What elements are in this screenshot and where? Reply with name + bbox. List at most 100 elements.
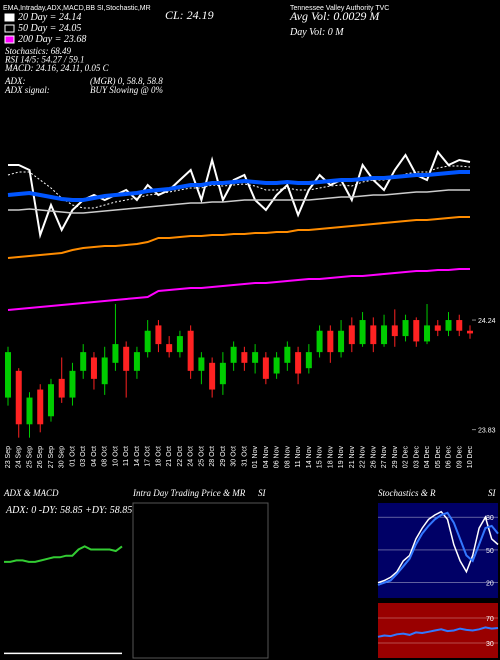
series-line	[4, 545, 123, 563]
x-tick-label: 22 Nov	[360, 446, 367, 469]
x-tick-label: 10 Oct	[112, 446, 119, 467]
y-tick-label: 80	[486, 515, 494, 522]
x-tick-label: 01 Oct	[69, 446, 76, 467]
candle-body	[101, 357, 108, 385]
x-tick-label: 11 Oct	[123, 446, 130, 466]
x-tick-label: 31 Oct	[241, 446, 248, 467]
series-line	[377, 626, 499, 638]
candle-body	[359, 320, 366, 345]
candle-body	[166, 344, 173, 353]
x-tick-label: 30 Oct	[231, 446, 238, 467]
stat: Stochastics: 68.49	[5, 46, 71, 56]
candle-body	[348, 325, 355, 345]
x-tick-label: 27 Nov	[381, 446, 388, 469]
candle-body	[187, 330, 194, 371]
candle-body	[176, 336, 183, 353]
x-tick-label: 15 Nov	[317, 446, 324, 469]
candle-body	[90, 357, 97, 379]
candle-body	[37, 389, 44, 425]
adx-text: ADX signal:	[4, 85, 50, 95]
adx-text: BUY Slowing @ 0%	[90, 85, 163, 95]
x-tick-label: 22 Oct	[177, 446, 184, 467]
day-volume: Day Vol: 0 M	[289, 27, 344, 38]
panel-annotation: ADX: 0 -DY: 58.85 +DY: 58.85	[5, 505, 132, 516]
legend-text: 50 Day = 24.05	[18, 23, 81, 34]
series-line	[7, 165, 471, 209]
candle-body	[47, 384, 54, 417]
candle-body	[133, 352, 140, 371]
candle-body	[15, 370, 22, 425]
x-tick-label: 18 Oct	[155, 446, 162, 467]
x-tick-label: 28 Oct	[209, 446, 216, 467]
stat: RSI 14/5: 54.27 / 59.1	[4, 55, 85, 65]
candle-body	[327, 330, 334, 353]
candle-body	[26, 397, 33, 425]
x-tick-label: 26 Nov	[370, 446, 377, 469]
panel-bg	[378, 503, 498, 598]
candle-body	[123, 346, 130, 371]
candle-body	[434, 325, 441, 331]
candle-body	[273, 357, 280, 374]
candle-body	[198, 357, 205, 371]
adx-text: ADX:	[4, 76, 26, 86]
candle-body	[424, 325, 431, 342]
x-tick-label: 18 Nov	[327, 446, 334, 469]
candle-body	[316, 330, 323, 353]
candle-body	[370, 325, 377, 345]
x-tick-label: 06 Nov	[274, 446, 281, 469]
candle-body	[445, 320, 452, 331]
candle-body	[467, 330, 473, 334]
series-line	[7, 268, 470, 311]
close-price: CL: 24.19	[165, 8, 214, 22]
panel-subtitle: SI	[488, 488, 497, 498]
candle-body	[252, 352, 259, 363]
candle-body	[284, 346, 291, 363]
y-tick-label: 70	[486, 616, 494, 623]
x-tick-label: 04 Nov	[263, 446, 270, 469]
candle-body	[230, 346, 237, 363]
candle-body	[413, 320, 420, 342]
x-tick-label: 19 Nov	[338, 446, 345, 469]
x-tick-label: 02 Dec	[403, 446, 410, 469]
x-tick-label: 03 Dec	[413, 446, 420, 469]
x-tick-label: 29 Nov	[392, 446, 399, 469]
legend-text: 200 Day = 23.68	[18, 34, 86, 45]
x-tick-label: 27 Sep	[48, 446, 55, 468]
x-tick-label: 08 Oct	[102, 446, 109, 467]
candle-body	[5, 352, 11, 398]
panel-subtitle: SI	[258, 488, 267, 498]
candle-body	[69, 370, 76, 398]
candle-body	[209, 362, 216, 390]
candle-body	[391, 325, 398, 337]
series-line	[377, 510, 499, 584]
x-tick-label: 04 Oct	[91, 446, 98, 467]
x-tick-label: 21 Oct	[166, 446, 173, 467]
x-tick-label: 08 Nov	[284, 446, 291, 469]
y-tick-label: 30	[486, 641, 494, 648]
x-tick-label: 29 Oct	[220, 446, 227, 467]
x-tick-label: 25 Sep	[26, 446, 33, 468]
avg-volume: Avg Vol: 0.0029 M	[289, 9, 380, 23]
x-tick-label: 09 Dec	[456, 446, 463, 469]
x-tick-label: 06 Dec	[446, 446, 453, 469]
legend-swatch	[4, 24, 15, 33]
x-tick-label: 21 Nov	[349, 446, 356, 469]
legend-text: 20 Day = 24.14	[18, 12, 81, 23]
series-line	[377, 511, 499, 586]
candle-body	[402, 320, 409, 337]
candle-body	[305, 352, 312, 369]
candle-body	[58, 378, 65, 398]
y-tick-label: 20	[486, 581, 494, 588]
panel-title: Stochastics & R	[378, 488, 436, 498]
candle-body	[144, 330, 151, 353]
x-tick-label: 14 Oct	[134, 446, 141, 467]
y-tick-label: 50	[486, 548, 494, 555]
x-tick-label: 14 Nov	[306, 446, 313, 469]
panel-title: Intra Day Trading Price & MR	[132, 488, 246, 498]
indicators: EMA,Intraday,ADX,MACD,BB SI,Stochastic,M…	[3, 5, 151, 12]
candle-body	[338, 330, 345, 353]
candle-body	[112, 344, 119, 363]
x-tick-label: 11 Nov	[295, 446, 302, 468]
series-line	[8, 189, 470, 214]
x-tick-label: 23 Sep	[5, 446, 12, 468]
